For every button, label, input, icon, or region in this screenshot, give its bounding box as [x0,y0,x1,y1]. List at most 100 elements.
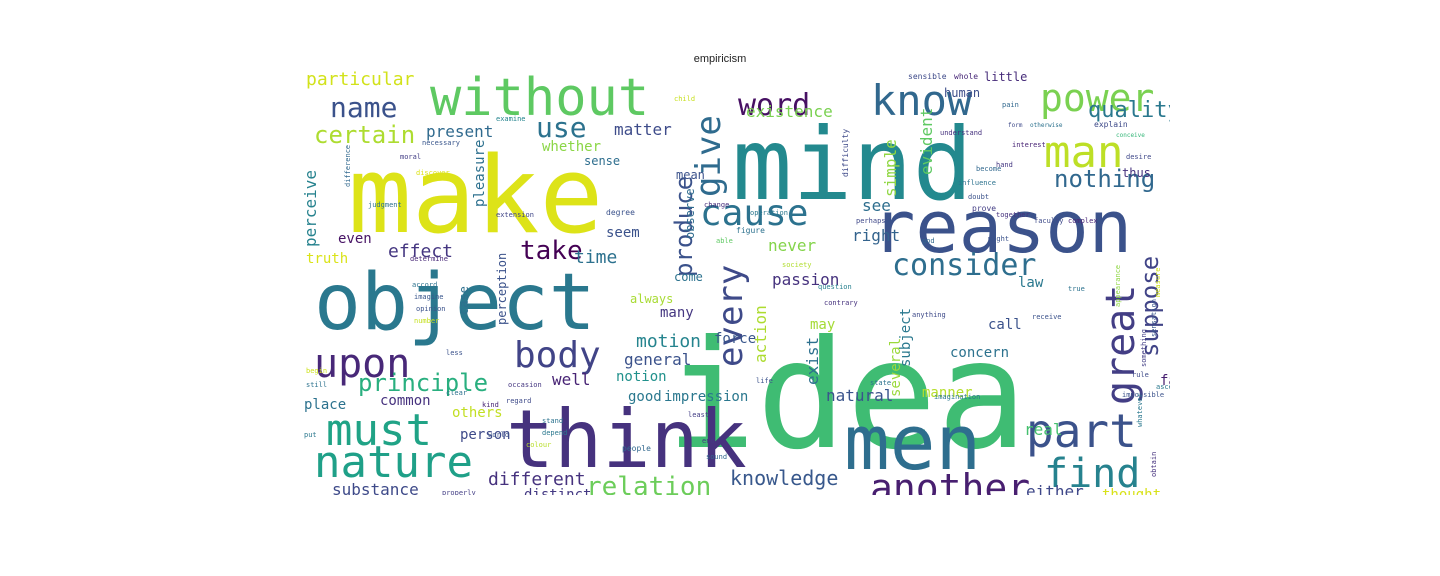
word-make: make [348,134,603,257]
word-name: name [330,91,397,124]
word-force: force [714,331,756,347]
word-kind: kind [482,401,499,409]
word-properly: properly [442,489,476,495]
word-idea: idea [666,309,1027,483]
word-part: part [1026,404,1137,458]
word-effect: effect [388,241,453,262]
word-person: person [460,427,511,443]
word-perhaps: perhaps [856,217,886,225]
word-mind: mind [732,106,973,223]
word-able: able [716,237,733,245]
word-end: end [702,437,715,445]
word-perception: perception [495,253,509,325]
word-complex: complex [1068,217,1098,225]
word-real: real [1024,420,1063,439]
word-good: good [628,389,662,405]
word-anything: anything [912,311,946,319]
word-child: child [674,95,695,103]
word-human: human [944,86,980,100]
word-difference: difference [344,145,352,187]
word-impression: impression [664,389,748,405]
word-take: take [520,236,583,266]
word-manner: manner [922,385,973,401]
word-hand: hand [996,161,1013,169]
word-know: know [871,76,973,125]
word-action: action [751,305,770,363]
word-figure: figure [736,226,765,235]
word-depend: depend [542,429,567,437]
word-rule: rule [1132,371,1149,379]
word-explain: explain [1094,120,1128,129]
word-still: still [306,381,327,389]
word-discover: discover [416,169,450,177]
word-object: object [314,258,596,348]
word-distinct: distinct [524,487,591,495]
word-question: question [818,283,852,291]
word-either: either [1026,482,1084,495]
word-great: great [1098,285,1144,405]
word-together: together [996,211,1030,219]
word-faculty: faculty [1034,217,1064,225]
word-pleasure: pleasure [472,140,488,207]
word-operation: operation [750,209,788,217]
word-sound: sound [706,453,727,461]
word-give: give [689,115,729,197]
word-something: something [1140,329,1148,367]
word-might: might [988,235,1009,243]
word-law: law [1018,275,1044,291]
word-determine: determine [410,255,448,263]
word-sense: sense [584,154,620,168]
word-present: present [426,122,493,141]
word-appearance: appearance [1114,265,1122,307]
word-many: many [660,305,694,321]
word-moral: moral [400,153,421,161]
word-different: different [488,469,586,490]
word-several: several [888,338,904,397]
word-thought: thought [1102,487,1161,495]
word-accord: accord [412,281,437,289]
word-every: every [711,265,751,367]
word-world: world [488,431,509,439]
word-common: common [380,393,431,409]
word-particular: particular [306,69,415,90]
word-existence: existence [746,102,833,121]
word-form: form [1008,122,1023,129]
word-body: body [514,335,601,376]
word-passion: passion [772,270,839,289]
word-suppose: suppose [1136,256,1164,357]
word-sensible: sensible [908,72,947,81]
word-power: power [1040,76,1154,120]
word-seem: seem [606,225,640,241]
word-right: right [852,226,900,245]
word-people: people [622,444,651,453]
word-imagine: imagine [414,293,444,301]
figure-title: empiricism [693,53,747,65]
word-quality: quality [1088,98,1170,123]
word-relation: relation [586,472,711,495]
word-difficulty: difficulty [841,129,850,177]
word-produce: produce [670,176,698,277]
word-time: time [574,247,617,268]
word-concern: concern [950,345,1009,361]
word-society: society [782,261,812,269]
word-little: little [984,70,1027,84]
word-reason: reason [872,185,1132,269]
word-may: may [810,317,835,333]
word-find: find [1044,451,1140,495]
word-simple: simple [881,139,900,197]
word-examine: examine [496,115,526,123]
word-receive: receive [1032,313,1062,321]
word-occasion: occasion [508,381,542,389]
word-man: man [1044,127,1123,178]
word-imagination: imagination [934,393,980,401]
word-always: always [630,292,673,306]
word-word: word [738,88,810,123]
word-natural: natural [826,386,893,405]
word-thus: thus [1122,166,1151,180]
word-true: true [1068,285,1085,293]
word-general: general [624,350,691,369]
word-doubt: doubt [968,193,989,201]
word-mean: mean [676,168,705,182]
word-prove: prove [972,204,996,213]
word-god: god [922,237,935,245]
